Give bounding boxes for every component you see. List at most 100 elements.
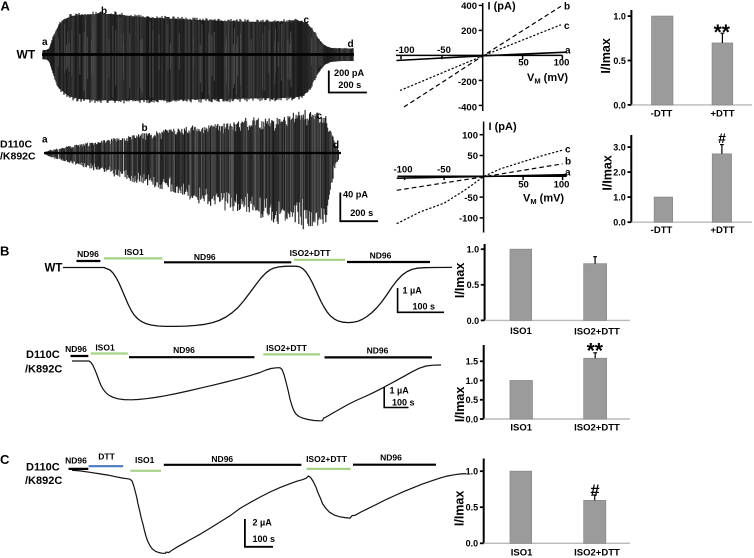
svg-text:VM (mV): VM (mV)	[523, 193, 564, 207]
svg-text:-DTT: -DTT	[651, 225, 673, 236]
svg-text:I/Imax: I/Imax	[453, 263, 467, 298]
svg-text:VM (mV): VM (mV)	[527, 72, 568, 86]
svg-text:100: 100	[554, 179, 570, 190]
svg-text:c: c	[304, 15, 310, 26]
svg-text:ND96: ND96	[194, 252, 216, 262]
svg-text:ND96: ND96	[380, 453, 402, 463]
svg-text:ND96: ND96	[65, 344, 87, 354]
svg-text:I (pA): I (pA)	[489, 121, 517, 133]
svg-text:100: 100	[554, 58, 570, 69]
svg-text:c: c	[317, 111, 323, 122]
svg-text:ISO2+DTT: ISO2+DTT	[574, 423, 620, 434]
svg-text:+DTT: +DTT	[710, 225, 734, 236]
svg-text:c: c	[564, 21, 570, 32]
svg-text:100 s: 100 s	[413, 302, 436, 312]
svg-text:1 µA: 1 µA	[403, 286, 423, 296]
svg-text:b: b	[564, 1, 570, 12]
svg-text:/K892C: /K892C	[25, 475, 62, 487]
svg-text:100: 100	[462, 130, 478, 141]
svg-text:0.0: 0.0	[613, 100, 626, 110]
svg-text:I/Imax: I/Imax	[452, 491, 466, 526]
svg-text:b: b	[565, 157, 571, 168]
svg-text:ISO2+DTT: ISO2+DTT	[290, 248, 332, 258]
svg-text:ND96: ND96	[77, 249, 99, 259]
svg-text:I/Imax: I/Imax	[601, 155, 615, 190]
svg-text:-50: -50	[437, 164, 451, 175]
svg-text:D110C: D110C	[0, 139, 33, 151]
svg-text:2.0: 2.0	[613, 168, 626, 178]
svg-text:ISO2+DTT: ISO2+DTT	[574, 547, 620, 558]
svg-text:100 s: 100 s	[392, 398, 415, 408]
svg-text:40 pA: 40 pA	[343, 189, 368, 199]
svg-text:D110C: D110C	[26, 461, 60, 473]
svg-text:b: b	[101, 6, 107, 17]
svg-text:-100: -100	[459, 214, 478, 225]
svg-text:ISO1: ISO1	[95, 343, 115, 353]
svg-text:ISO1: ISO1	[124, 247, 144, 257]
svg-text:b: b	[142, 123, 148, 134]
svg-text:-DTT: -DTT	[651, 109, 673, 120]
svg-text:ND96: ND96	[367, 346, 389, 356]
svg-text:0.0: 0.0	[467, 316, 480, 326]
svg-text:ISO2+DTT: ISO2+DTT	[574, 326, 620, 337]
svg-text:ISO2+DTT: ISO2+DTT	[266, 343, 308, 353]
svg-text:a: a	[42, 37, 48, 48]
svg-text:-200: -200	[458, 77, 477, 88]
svg-text:200 pA: 200 pA	[334, 68, 364, 78]
svg-text:-400: -400	[458, 102, 477, 113]
svg-text:1.0: 1.0	[613, 193, 626, 203]
svg-text:ISO1: ISO1	[511, 547, 533, 558]
svg-text:3.0: 3.0	[613, 143, 626, 153]
svg-text:ND96: ND96	[211, 454, 233, 464]
svg-text:/K892C: /K892C	[25, 363, 62, 375]
svg-text:200 s: 200 s	[338, 80, 361, 90]
svg-text:0.5: 0.5	[466, 503, 479, 513]
svg-text:50: 50	[518, 179, 529, 190]
svg-text:0.5: 0.5	[466, 395, 479, 405]
svg-text:B: B	[0, 244, 9, 259]
svg-text:-50: -50	[464, 193, 478, 204]
svg-text:0.0: 0.0	[466, 414, 479, 424]
svg-text:DTT: DTT	[98, 452, 115, 462]
svg-text:1.0: 1.0	[467, 245, 480, 255]
svg-text:/K892C: /K892C	[0, 151, 36, 163]
svg-text:-50: -50	[437, 45, 451, 56]
svg-text:200 s: 200 s	[350, 208, 373, 218]
svg-text:-100: -100	[395, 45, 414, 56]
svg-text:A: A	[1, 0, 11, 13]
svg-text:a: a	[565, 168, 571, 179]
svg-text:0.0: 0.0	[466, 539, 479, 549]
svg-text:I (pA): I (pA)	[488, 1, 516, 13]
svg-text:1.0: 1.0	[613, 12, 626, 22]
svg-text:WT: WT	[17, 47, 36, 61]
svg-text:a: a	[42, 135, 48, 146]
svg-text:400: 400	[461, 1, 477, 12]
svg-text:C: C	[0, 452, 10, 467]
svg-text:ISO1: ISO1	[510, 423, 532, 434]
svg-text:a: a	[565, 46, 571, 57]
svg-text:I/Imax: I/Imax	[453, 387, 467, 422]
svg-text:1.0: 1.0	[466, 376, 479, 386]
svg-text:I/Imax: I/Imax	[599, 38, 613, 73]
svg-text:**: **	[714, 21, 731, 44]
svg-text:ISO2+DTT: ISO2+DTT	[306, 454, 348, 464]
svg-text:ND96: ND96	[370, 250, 392, 260]
svg-text:2 µA: 2 µA	[253, 518, 273, 528]
svg-text:0.5: 0.5	[467, 280, 480, 290]
svg-text:ND96: ND96	[173, 345, 195, 355]
svg-text:+DTT: +DTT	[710, 109, 734, 120]
svg-text:D110C: D110C	[26, 349, 60, 361]
svg-text:c: c	[565, 145, 571, 156]
svg-text:-100: -100	[393, 164, 412, 175]
svg-text:#: #	[590, 482, 599, 500]
svg-text:ISO1: ISO1	[510, 326, 532, 337]
svg-text:1 µA: 1 µA	[390, 386, 410, 396]
svg-text:100 s: 100 s	[253, 534, 276, 544]
svg-text:WT: WT	[45, 262, 63, 274]
svg-text:1.5: 1.5	[466, 357, 479, 367]
svg-text:0.5: 0.5	[613, 56, 626, 66]
svg-text:50: 50	[467, 151, 478, 162]
svg-text:ISO1: ISO1	[135, 455, 155, 465]
svg-text:1.0: 1.0	[466, 467, 479, 477]
svg-text:0.0: 0.0	[613, 218, 626, 228]
